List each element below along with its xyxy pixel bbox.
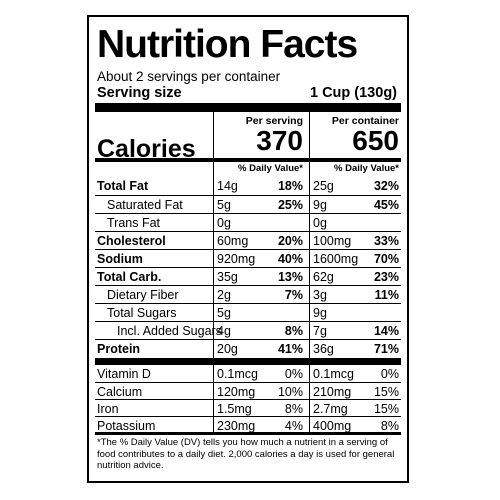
serving-amount: 2g (217, 288, 231, 302)
container-amount: 0.1mcg (313, 367, 354, 381)
nutrient-name: Potassium (97, 419, 156, 433)
container-daily-value: 23% (373, 270, 399, 284)
container-daily-value: 33% (373, 234, 399, 248)
nutrient-name: Calcium (97, 385, 143, 399)
container-daily-value: 45% (373, 198, 399, 212)
container-daily-value: 14% (373, 324, 399, 338)
serving-amount: 20g (217, 342, 238, 356)
serving-daily-value: 8% (284, 402, 303, 416)
thick-divider (95, 358, 401, 365)
serving-amount: 4g (217, 324, 231, 338)
nutrient-row: Incl. Added Sugars 4g 8% 7g 14% (95, 321, 401, 340)
label-title: Nutrition Facts (97, 23, 358, 66)
nutrient-name: Trans Fat (107, 216, 161, 230)
serving-daily-value: 0% (284, 367, 303, 381)
serving-daily-value: 18% (277, 179, 303, 193)
footnote: *The % Daily Value (DV) tells you how mu… (97, 437, 395, 471)
nutrient-name: Incl. Added Sugars (117, 324, 222, 338)
vitamin-row: Vitamin D 0.1mcg 0% 0.1mcg 0% (95, 365, 401, 382)
container-daily-value: 8% (380, 419, 399, 433)
container-daily-value: 70% (373, 252, 399, 266)
vitamin-row: Iron 1.5mg 8% 2.7mg 15% (95, 399, 401, 417)
nutrient-row: Dietary Fiber 2g 7% 3g 11% (95, 285, 401, 304)
container-daily-value: 71% (373, 342, 399, 356)
container-amount: 2.7mg (313, 402, 348, 416)
nutrient-name: Total Carb. (97, 270, 162, 284)
serving-amount: 14g (217, 179, 238, 193)
serving-daily-value: 13% (277, 270, 303, 284)
vitamin-row: Calcium 120mg 10% 210mg 15% (95, 382, 401, 400)
nutrient-row: Total Sugars 5g 9g (95, 303, 401, 322)
thick-divider (95, 103, 401, 112)
per-serving-header: Per serving (245, 115, 303, 127)
serving-daily-value: 40% (277, 252, 303, 266)
container-amount: 3g (313, 288, 327, 302)
daily-value-header: % Daily Value* (334, 163, 399, 174)
container-daily-value: 0% (380, 367, 399, 381)
nutrient-row: Saturated Fat 5g 25% 9g 45% (95, 195, 401, 214)
serving-size-value: 1 Cup (130g) (309, 85, 397, 101)
nutrient-name: Cholesterol (97, 234, 166, 248)
serving-amount: 5g (217, 306, 231, 320)
calories-per-container: 650 (352, 125, 399, 156)
container-amount: 1600mg (313, 252, 359, 266)
container-amount: 9g (313, 306, 327, 320)
serving-amount: 0.1mcg (217, 367, 258, 381)
nutrient-name: Total Fat (97, 179, 149, 193)
container-daily-value: 15% (373, 385, 399, 399)
nutrient-name: Saturated Fat (107, 198, 183, 212)
container-amount: 0g (313, 216, 327, 230)
nutrient-name: Protein (97, 342, 141, 356)
container-amount: 9g (313, 198, 327, 212)
nutrient-row: Trans Fat 0g 0g (95, 213, 401, 232)
column-divider (309, 112, 310, 432)
container-amount: 36g (313, 342, 334, 356)
serving-amount: 0g (217, 216, 231, 230)
calories-per-serving: 370 (256, 125, 303, 156)
medium-divider (95, 158, 401, 162)
container-amount: 25g (313, 179, 334, 193)
medium-divider (95, 432, 401, 435)
serving-amount: 60mg (217, 234, 249, 248)
nutrient-name: Total Sugars (107, 306, 177, 320)
nutrition-facts-label: Nutrition Facts About 2 servings per con… (87, 15, 409, 483)
container-daily-value: 32% (373, 179, 399, 193)
serving-daily-value: 25% (277, 198, 303, 212)
serving-amount: 120mg (217, 385, 256, 399)
serving-daily-value: 10% (277, 385, 303, 399)
serving-daily-value: 8% (284, 324, 303, 338)
serving-amount: 5g (217, 198, 231, 212)
nutrient-row: Protein 20g 41% 36g 71% (95, 339, 401, 358)
container-amount: 100mg (313, 234, 352, 248)
nutrient-row: Sodium 920mg 40% 1600mg 70% (95, 249, 401, 268)
servings-per-container: About 2 servings per container (97, 69, 281, 84)
serving-daily-value: 20% (277, 234, 303, 248)
serving-amount: 1.5mg (217, 402, 252, 416)
nutrient-row: Cholesterol 60mg 20% 100mg 33% (95, 231, 401, 250)
serving-daily-value: 7% (284, 288, 303, 302)
container-daily-value: 15% (373, 402, 399, 416)
nutrient-name: Sodium (97, 252, 143, 266)
container-amount: 400mg (313, 419, 352, 433)
serving-amount: 920mg (217, 252, 256, 266)
serving-daily-value: 4% (284, 419, 303, 433)
serving-amount: 230mg (217, 419, 256, 433)
serving-daily-value: 41% (277, 342, 303, 356)
container-amount: 62g (313, 270, 334, 284)
nutrient-row: Total Carb. 35g 13% 62g 23% (95, 267, 401, 286)
nutrient-name: Dietary Fiber (107, 288, 179, 302)
column-divider (213, 112, 214, 432)
serving-size-label: Serving size (97, 85, 182, 101)
serving-amount: 35g (217, 270, 238, 284)
nutrient-name: Vitamin D (97, 367, 151, 381)
per-container-header: Per container (331, 115, 399, 127)
container-amount: 210mg (313, 385, 352, 399)
vitamin-row: Potassium 230mg 4% 400mg 8% (95, 416, 401, 434)
container-amount: 7g (313, 324, 327, 338)
nutrient-row: Total Fat 14g 18% 25g 32% (95, 177, 401, 195)
nutrient-name: Iron (97, 402, 119, 416)
container-daily-value: 11% (374, 288, 399, 302)
daily-value-header: % Daily Value* (238, 163, 303, 174)
